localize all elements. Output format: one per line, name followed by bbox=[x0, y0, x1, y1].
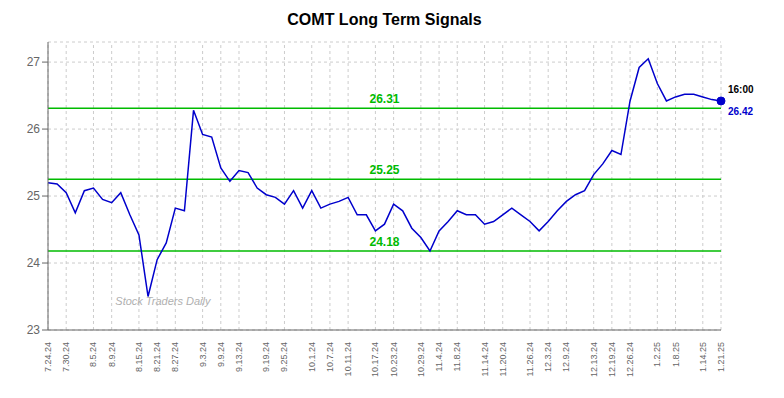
html-text:COMT Long Term Signals: COMT Long Term Signals bbox=[287, 11, 482, 28]
svg-text:23: 23 bbox=[27, 323, 41, 337]
svg-text:11.26.24: 11.26.24 bbox=[525, 342, 535, 376]
svg-text:24.18: 24.18 bbox=[369, 235, 399, 249]
svg-text:9.19.24: 9.19.24 bbox=[261, 342, 271, 372]
svg-text:10.17.24: 10.17.24 bbox=[370, 342, 380, 377]
svg-text:11.8.24: 11.8.24 bbox=[452, 342, 462, 371]
svg-text:9.3.24: 9.3.24 bbox=[198, 342, 208, 367]
html-text:Stock Traders Daily: Stock Traders Daily bbox=[115, 295, 211, 307]
svg-text:7.24.24: 7.24.24 bbox=[43, 342, 53, 372]
svg-text:10.29.24: 10.29.24 bbox=[416, 342, 426, 377]
svg-text:25.25: 25.25 bbox=[369, 163, 399, 177]
svg-text:11.4.24: 11.4.24 bbox=[434, 342, 444, 371]
svg-text:9.9.24: 9.9.24 bbox=[216, 342, 226, 367]
svg-text:1.14.25: 1.14.25 bbox=[698, 342, 708, 372]
svg-text:8.5.24: 8.5.24 bbox=[88, 342, 98, 367]
svg-text:10.23.24: 10.23.24 bbox=[389, 342, 399, 377]
svg-text:9.25.24: 9.25.24 bbox=[279, 342, 289, 372]
svg-text:12.19.24: 12.19.24 bbox=[607, 342, 617, 377]
svg-text:26.42: 26.42 bbox=[728, 106, 753, 117]
svg-text:8.27.24: 8.27.24 bbox=[170, 342, 180, 372]
svg-text:26: 26 bbox=[27, 122, 41, 136]
svg-text:10.11.24: 10.11.24 bbox=[343, 342, 353, 376]
svg-text:1.2.25: 1.2.25 bbox=[652, 342, 662, 367]
svg-text:12.26.24: 12.26.24 bbox=[625, 342, 635, 377]
svg-text:8.15.24: 8.15.24 bbox=[134, 342, 144, 372]
svg-text:12.9.24: 12.9.24 bbox=[561, 342, 571, 372]
svg-text:8.21.24: 8.21.24 bbox=[152, 342, 162, 372]
svg-text:11.14.24: 11.14.24 bbox=[480, 342, 490, 376]
svg-text:1.8.25: 1.8.25 bbox=[671, 342, 681, 367]
svg-text:12.13.24: 12.13.24 bbox=[589, 342, 599, 377]
svg-text:24: 24 bbox=[27, 256, 41, 270]
svg-text:27: 27 bbox=[27, 55, 41, 69]
svg-text:26.31: 26.31 bbox=[369, 92, 399, 106]
svg-text:9.13.24: 9.13.24 bbox=[234, 342, 244, 372]
svg-text:11.20.24: 11.20.24 bbox=[498, 342, 508, 376]
svg-text:16:00: 16:00 bbox=[728, 84, 754, 95]
svg-text:1.21.25: 1.21.25 bbox=[716, 342, 726, 372]
svg-text:8.9.24: 8.9.24 bbox=[107, 342, 117, 367]
svg-text:10.7.24: 10.7.24 bbox=[325, 342, 335, 372]
svg-text:12.3.24: 12.3.24 bbox=[543, 342, 553, 372]
svg-text:7.30.24: 7.30.24 bbox=[61, 342, 71, 372]
svg-text:10.1.24: 10.1.24 bbox=[307, 342, 317, 372]
svg-text:25: 25 bbox=[27, 189, 41, 203]
